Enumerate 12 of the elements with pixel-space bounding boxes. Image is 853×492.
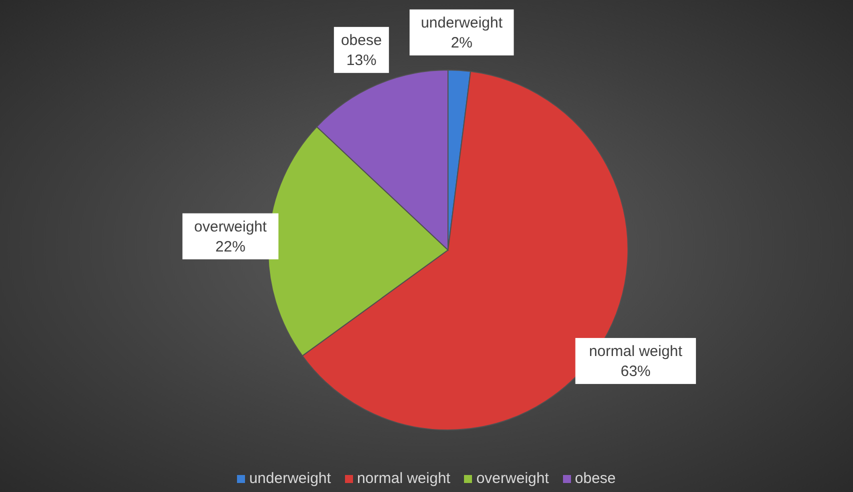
slice-label: normal weight	[588, 342, 684, 360]
legend-label: underweight	[249, 470, 331, 488]
slice-label: obese	[340, 32, 382, 49]
data-label: 22%	[215, 238, 246, 256]
legend-label: obese	[574, 470, 616, 488]
slice-label: normal weight	[356, 470, 450, 488]
data-label: 63%	[620, 362, 651, 380]
legend-label: overweight	[476, 470, 549, 488]
data-label: 2%	[450, 34, 473, 52]
slice-label: underweight	[420, 14, 504, 32]
slice-label: overweight	[194, 218, 268, 236]
data-label: 13%	[346, 52, 376, 69]
